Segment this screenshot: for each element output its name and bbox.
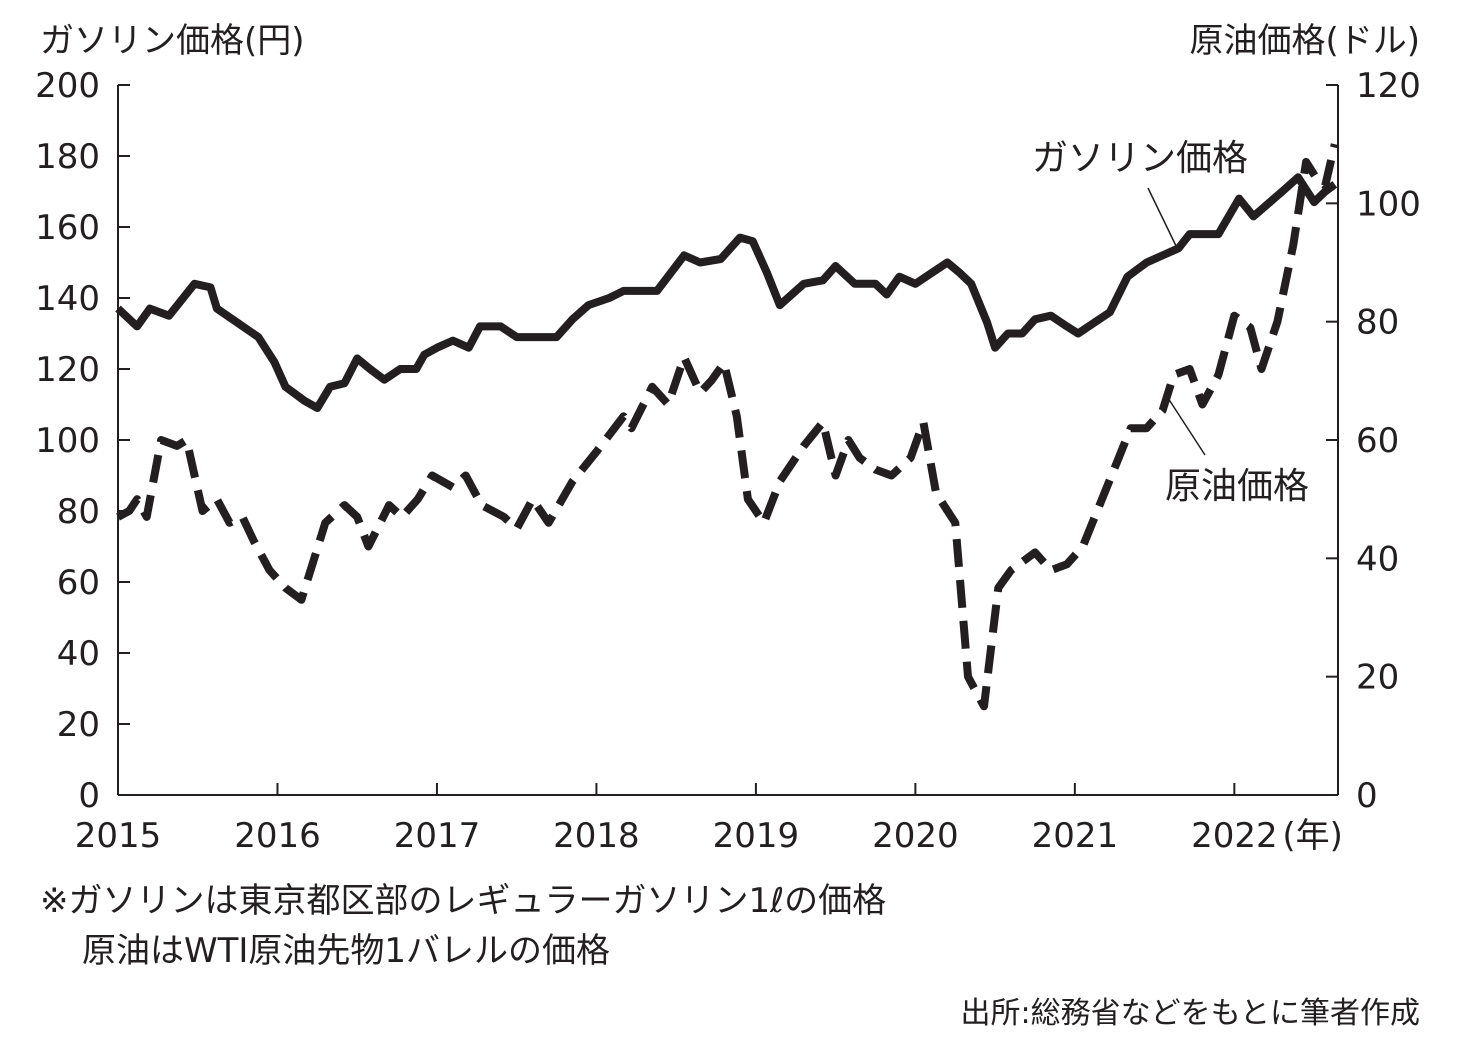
gasoline-leader-line <box>1147 187 1179 251</box>
right-tick-label: 0 <box>1356 776 1378 816</box>
x-tick-label: 2019 <box>713 816 800 856</box>
footnote-crude-oil: 原油はWTI原油先物1バレルの価格 <box>82 931 611 971</box>
left-tick-label: 100 <box>35 421 100 461</box>
right-tick-label: 100 <box>1356 184 1421 224</box>
right-tick-label: 80 <box>1356 303 1399 343</box>
footnote-gasoline: ※ガソリンは東京都区部のレギュラーガソリン1ℓの価格 <box>40 881 887 921</box>
dual-axis-line-chart: 0 20 40 60 80 100 120 140 160 180 200 0 20 40 60 80 100 1… <box>35 21 1421 856</box>
left-tick-label: 20 <box>57 705 100 745</box>
source-credit: 出所:総務省などをもとに筆者作成 <box>960 996 1420 1031</box>
crude-oil-price-line <box>116 143 1339 711</box>
crude-oil-leader-line <box>1167 397 1206 456</box>
x-tick-label: 2022 <box>1191 816 1278 856</box>
right-tick-label: 60 <box>1356 421 1399 461</box>
left-axis-title: ガソリン価格(円) <box>40 21 305 61</box>
right-tick-label: 20 <box>1356 658 1399 698</box>
crude-oil-annotation-label: 原油価格 <box>1165 466 1309 507</box>
left-tick-label: 0 <box>78 776 100 816</box>
gasoline-price-line <box>115 173 1338 412</box>
x-tick-label: 2017 <box>394 816 481 856</box>
left-tick-label: 80 <box>57 492 100 532</box>
x-tick-label: 2018 <box>553 816 640 856</box>
gasoline-annotation-label: ガソリン価格 <box>1032 138 1248 179</box>
x-tick-label: 2020 <box>872 816 959 856</box>
x-tick-label: 2015 <box>75 816 162 856</box>
x-tick-label: 2021 <box>1032 816 1119 856</box>
left-tick-label: 160 <box>35 208 100 248</box>
left-tick-label: 40 <box>57 634 100 674</box>
axes <box>117 85 1339 796</box>
left-tick-label: 120 <box>35 350 100 390</box>
left-tick-label: 200 <box>35 66 100 106</box>
x-unit-label: (年) <box>1282 816 1343 856</box>
ticks: 0 20 40 60 80 100 120 140 160 180 200 0 20 40 60 80 100 1… <box>35 66 1421 856</box>
left-tick-label: 60 <box>57 563 100 603</box>
left-tick-label: 140 <box>35 279 100 319</box>
right-axis-title: 原油価格(ドル) <box>1189 21 1420 61</box>
right-tick-label: 40 <box>1356 539 1399 579</box>
right-tick-label: 120 <box>1356 66 1421 106</box>
series-lines <box>115 143 1339 711</box>
x-tick-label: 2016 <box>234 816 321 856</box>
left-tick-label: 180 <box>35 137 100 177</box>
